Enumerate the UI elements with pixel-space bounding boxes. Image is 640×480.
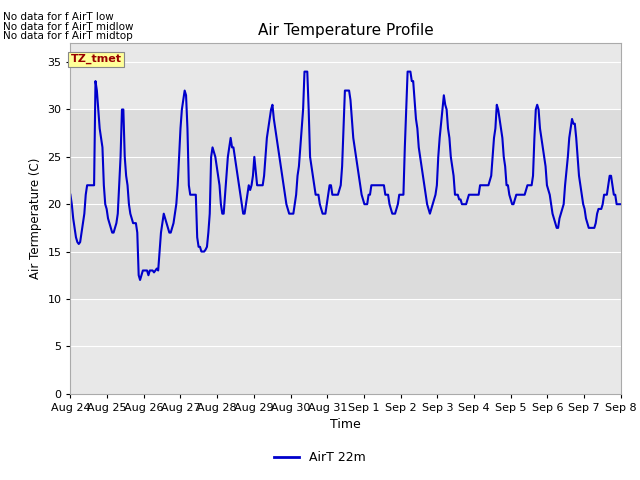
Text: No data for f AirT midtop: No data for f AirT midtop [3,31,133,41]
Legend: AirT 22m: AirT 22m [269,446,371,469]
Title: Air Temperature Profile: Air Temperature Profile [258,23,433,38]
X-axis label: Time: Time [330,418,361,431]
Bar [70,204,621,299]
Text: No data for f AirT midlow: No data for f AirT midlow [3,22,134,32]
Text: TZ_tmet: TZ_tmet [70,54,122,64]
Text: No data for f AirT low: No data for f AirT low [3,12,114,22]
Bar [70,109,621,204]
Y-axis label: Air Termperature (C): Air Termperature (C) [29,158,42,279]
